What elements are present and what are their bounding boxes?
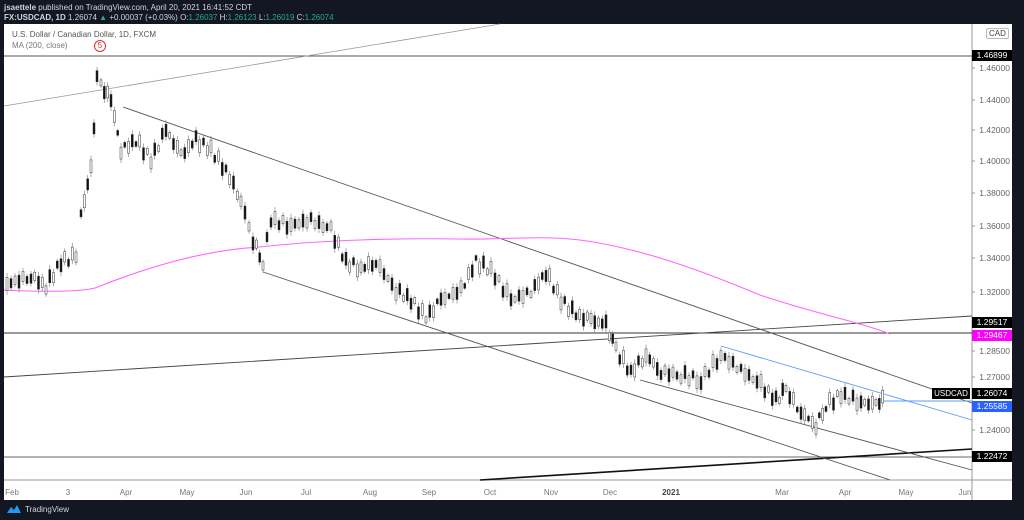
time-label: Sep — [421, 488, 437, 497]
time-label: May — [179, 488, 195, 497]
quote-line: FX:USDCAD, 1D 1.26074 ▲ +0.00037 (+0.03%… — [4, 13, 334, 22]
publish-date: published on TradingView.com, April 20, … — [38, 3, 253, 12]
time-label: 2021 — [662, 488, 680, 497]
tick: 1.34000 — [979, 253, 1010, 263]
high-value: 1.26123 — [227, 13, 257, 22]
time-label: 3 — [65, 488, 71, 497]
tick: 1.24000 — [979, 425, 1010, 435]
currency-button[interactable]: CAD — [986, 28, 1009, 39]
tick: 1.28500 — [979, 346, 1010, 356]
high-label: H: — [219, 13, 228, 22]
time-label: Mar — [775, 488, 789, 497]
time-label: Aug — [362, 488, 378, 497]
ma-price-tag: 1.29467 — [972, 330, 1012, 341]
publish-info: jsaettele published on TradingView.com, … — [4, 3, 252, 12]
time-label: May — [898, 488, 914, 497]
price-tag: 1.46899 — [972, 50, 1012, 61]
time-label: Nov — [543, 488, 559, 497]
symbol-tag: USDCAD — [932, 388, 970, 399]
up-arrow-icon: ▲ — [99, 13, 108, 22]
time-label: Jul — [300, 488, 312, 497]
tick: 1.44000 — [979, 95, 1010, 105]
price-tag: 1.25585 — [972, 401, 1012, 412]
last-price-tag: 1.26074 — [972, 388, 1012, 399]
time-label: Apr — [838, 488, 852, 497]
tick: 1.32000 — [979, 287, 1010, 297]
tick: 1.40000 — [979, 156, 1010, 166]
last-price: 1.26074 — [68, 13, 97, 22]
brand-label: TradingView — [25, 504, 70, 514]
price-change: +0.00037 (+0.03%) — [109, 13, 178, 22]
close-label: C: — [296, 13, 305, 22]
open-value: 1.26037 — [188, 13, 218, 22]
price-tag: 1.29517 — [972, 317, 1012, 328]
tick: 1.46000 — [979, 63, 1010, 73]
indicator-label[interactable]: MA (200, close) — [12, 41, 68, 50]
time-label: Oct — [483, 488, 497, 497]
price-tag: 1.22472 — [972, 451, 1012, 462]
time-label: Jun — [958, 488, 972, 497]
tick: 1.27000 — [979, 372, 1010, 382]
time-label: Apr — [119, 488, 133, 497]
symbol: FX:USDCAD, 1D — [4, 13, 66, 22]
low-value: 1.26019 — [265, 13, 295, 22]
tick: 1.38000 — [979, 188, 1010, 198]
open-label: O: — [180, 13, 189, 22]
tradingview-logo-icon — [7, 505, 21, 513]
time-label: Jun — [239, 488, 253, 497]
chart-title: U.S. Dollar / Canadian Dollar, 1D, FXCM — [12, 30, 157, 39]
wave-5-label: 5 — [94, 40, 106, 52]
tick: 1.36000 — [979, 221, 1010, 231]
author: jsaettele — [4, 3, 37, 12]
tradingview-brand[interactable]: TradingView — [6, 504, 69, 514]
close-value: 1.26074 — [304, 13, 334, 22]
tick: 1.42000 — [979, 125, 1010, 135]
time-label: Feb — [5, 488, 19, 497]
time-label: Dec — [602, 488, 618, 497]
low-label: L: — [258, 13, 266, 22]
